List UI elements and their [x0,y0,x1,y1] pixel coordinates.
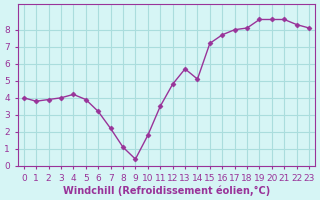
X-axis label: Windchill (Refroidissement éolien,°C): Windchill (Refroidissement éolien,°C) [63,185,270,196]
